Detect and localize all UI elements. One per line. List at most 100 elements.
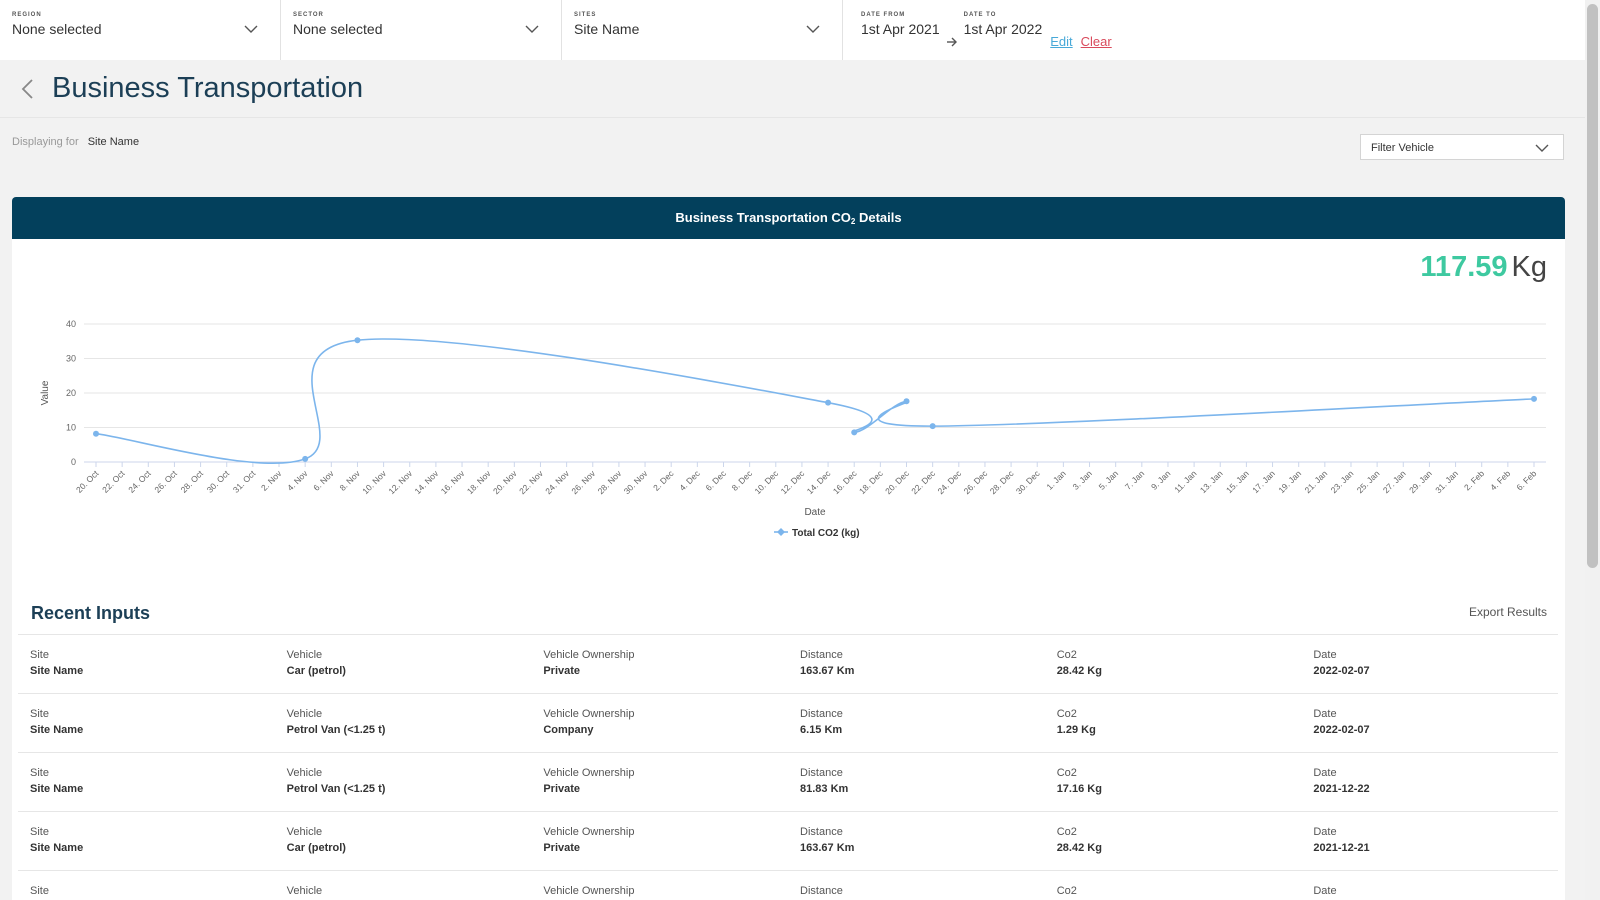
x-tick-label: 11. Jan (1172, 468, 1199, 495)
x-tick-label: 3. Jan (1070, 468, 1094, 492)
table-cell-ownership: Vehicle Ownership Private (531, 767, 788, 811)
table-cell-co2: Co2 17.16 Kg (1045, 767, 1302, 811)
data-point (1531, 395, 1537, 402)
table-cell-date: Date 2021-12-22 (1301, 767, 1558, 811)
table-cell-distance: Distance 163.67 Km (788, 826, 1045, 870)
sector-value: None selected (293, 21, 383, 37)
cell-value-vehicle: Petrol Van (<1.25 t) (286, 724, 386, 736)
x-tick-label: 6. Dec (703, 468, 728, 493)
cell-header-ownership: Vehicle Ownership (543, 708, 635, 720)
co2-details-card: Business Transportation CO2 Details 117.… (12, 197, 1565, 900)
x-tick-label: 26. Dec (962, 468, 990, 496)
total-co2-value: 117.59 (1420, 251, 1508, 283)
date-to-label: DATE TO (963, 12, 997, 18)
region-value: None selected (12, 21, 102, 37)
table-cell-distance: Distance 81.83 Km (788, 767, 1045, 811)
cell-value-date: 2021-12-21 (1313, 842, 1370, 854)
x-tick-label: 24. Oct (126, 468, 153, 495)
cell-header-co2: Co2 (1056, 708, 1077, 720)
x-tick-label: 25. Jan (1355, 468, 1382, 495)
sites-value: Site Name (574, 21, 640, 37)
table-row: Site Site Name Vehicle Petrol Van (<1.25 t)… (18, 693, 1558, 752)
card-title-suffix: Details (855, 210, 902, 225)
cell-header-ownership: Vehicle Ownership (543, 826, 635, 838)
table-cell-vehicle: Vehicle Car (petrol) (275, 826, 532, 870)
x-tick-label: 26. Nov (569, 468, 597, 496)
cell-header-site: Site (30, 885, 49, 897)
cell-value-co2: 17.16 Kg (1056, 783, 1102, 795)
x-tick-label: 10. Nov (360, 468, 388, 496)
x-tick-label: 27. Jan (1381, 468, 1408, 495)
clear-date-link[interactable]: Clear (1080, 34, 1112, 49)
x-tick-label: 22. Nov (517, 468, 545, 496)
x-tick-label: 8. Nov (337, 468, 362, 493)
card-title-text: Business Transportation CO (675, 210, 851, 225)
edit-date-link[interactable]: Edit (1050, 34, 1073, 49)
table-cell-distance: Distance (788, 885, 1045, 900)
y-tick-label: 30 (66, 354, 76, 364)
filter-vehicle-label: Filter Vehicle (1371, 142, 1434, 154)
x-tick-label: 28. Oct (179, 468, 206, 495)
table-cell-vehicle: Vehicle Petrol Van (<1.25 t) (275, 767, 532, 811)
table-cell-ownership: Vehicle Ownership Private (531, 826, 788, 870)
cell-header-co2: Co2 (1056, 767, 1077, 779)
legend-marker (777, 528, 785, 536)
x-tick-label: 6. Nov (311, 468, 336, 493)
x-tick-label: 30. Dec (1014, 468, 1042, 496)
table-cell-vehicle: Vehicle Car (petrol) (275, 649, 532, 693)
sector-filter[interactable]: SECTOR None selected (281, 0, 562, 60)
x-tick-label: 31. Jan (1433, 468, 1460, 495)
displaying-for: Displaying for Site Name (12, 136, 139, 148)
cell-header-ownership: Vehicle Ownership (543, 767, 635, 779)
x-tick-label: 30. Oct (205, 468, 232, 495)
cell-value-site: Site Name (30, 665, 84, 677)
table-row: Site Site Name Vehicle Car (petrol) Vehicle … (18, 634, 1558, 693)
cell-header-co2: Co2 (1056, 649, 1077, 661)
x-tick-label: 23. Jan (1329, 468, 1356, 495)
table-cell-co2: Co2 1.29 Kg (1045, 708, 1302, 752)
export-results-button[interactable]: Export Results (1468, 605, 1547, 619)
page-title: Business Transportation (52, 72, 364, 104)
x-tick-label: 4. Feb (1488, 468, 1512, 492)
x-tick-label: 31. Oct (231, 468, 258, 495)
table-cell-vehicle: Vehicle Petrol Van (<1.25 t) (275, 708, 532, 752)
table-cell-date: Date 2021-12-21 (1301, 826, 1558, 870)
cell-value-vehicle: Car (petrol) (286, 665, 346, 677)
x-tick-label: 13. Jan (1198, 468, 1225, 495)
x-tick-label: 20. Dec (883, 468, 911, 496)
cell-header-ownership: Vehicle Ownership (543, 885, 635, 897)
x-tick-label: 20. Oct (74, 468, 101, 495)
x-tick-label: 17. Jan (1250, 468, 1277, 495)
cell-header-vehicle: Vehicle (286, 885, 323, 897)
table-cell-site: Site Site Name (18, 826, 275, 870)
page-scrollbar[interactable] (1585, 0, 1600, 900)
x-tick-label: 29. Jan (1407, 468, 1434, 495)
cell-value-vehicle: Car (petrol) (286, 842, 346, 854)
x-tick-label: 2. Dec (651, 468, 676, 493)
cell-value-site: Site Name (30, 842, 84, 854)
table-cell-ownership: Vehicle Ownership Private (531, 649, 788, 693)
page-header: Business Transportation (0, 60, 1585, 118)
region-filter[interactable]: REGION None selected (0, 0, 281, 60)
table-cell-date: Date 2022-02-07 (1301, 649, 1558, 693)
x-tick-label: 21. Jan (1302, 468, 1329, 495)
table-cell-ownership: Vehicle Ownership (531, 885, 788, 900)
x-tick-label: 20. Nov (491, 468, 519, 496)
table-cell-distance: Distance 163.67 Km (788, 649, 1045, 693)
y-tick-label: 10 (66, 423, 76, 433)
cell-value-distance: 163.67 Km (800, 665, 855, 677)
card-title-subscript: 2 (850, 217, 856, 226)
table-row: Site Site Name Vehicle Car (petrol) Vehicle … (18, 811, 1558, 870)
table-cell-site: Site Site Name (18, 649, 275, 693)
table-cell-site: Site (18, 885, 275, 900)
cell-header-distance: Distance (800, 708, 843, 720)
filter-vehicle-dropdown[interactable]: Filter Vehicle (1360, 134, 1564, 160)
sites-filter[interactable]: SITES Site Name (562, 0, 843, 60)
x-tick-label: 30. Nov (622, 468, 650, 496)
x-tick-label: 14. Nov (413, 468, 441, 496)
back-arrow-icon[interactable] (18, 78, 38, 100)
x-tick-label: 16. Dec (831, 468, 859, 496)
cell-header-vehicle: Vehicle (286, 826, 323, 838)
cell-value-ownership: Private (543, 842, 581, 854)
scrollbar-thumb[interactable] (1587, 4, 1598, 568)
